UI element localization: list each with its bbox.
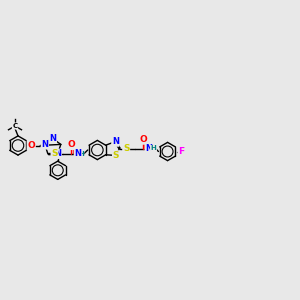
Text: N: N: [54, 149, 61, 158]
Text: H: H: [151, 146, 156, 152]
Text: N: N: [145, 144, 152, 153]
Text: N: N: [41, 140, 48, 149]
Text: F: F: [178, 147, 184, 156]
Text: S: S: [123, 144, 129, 153]
Text: N: N: [49, 134, 56, 143]
Text: O: O: [27, 141, 35, 150]
Text: O: O: [68, 140, 76, 149]
Text: H: H: [78, 151, 84, 157]
Text: O: O: [140, 135, 147, 144]
Text: S: S: [51, 149, 58, 158]
Text: N: N: [74, 149, 81, 158]
Text: S: S: [113, 151, 119, 160]
Text: N: N: [112, 137, 119, 146]
Text: C: C: [12, 123, 18, 129]
